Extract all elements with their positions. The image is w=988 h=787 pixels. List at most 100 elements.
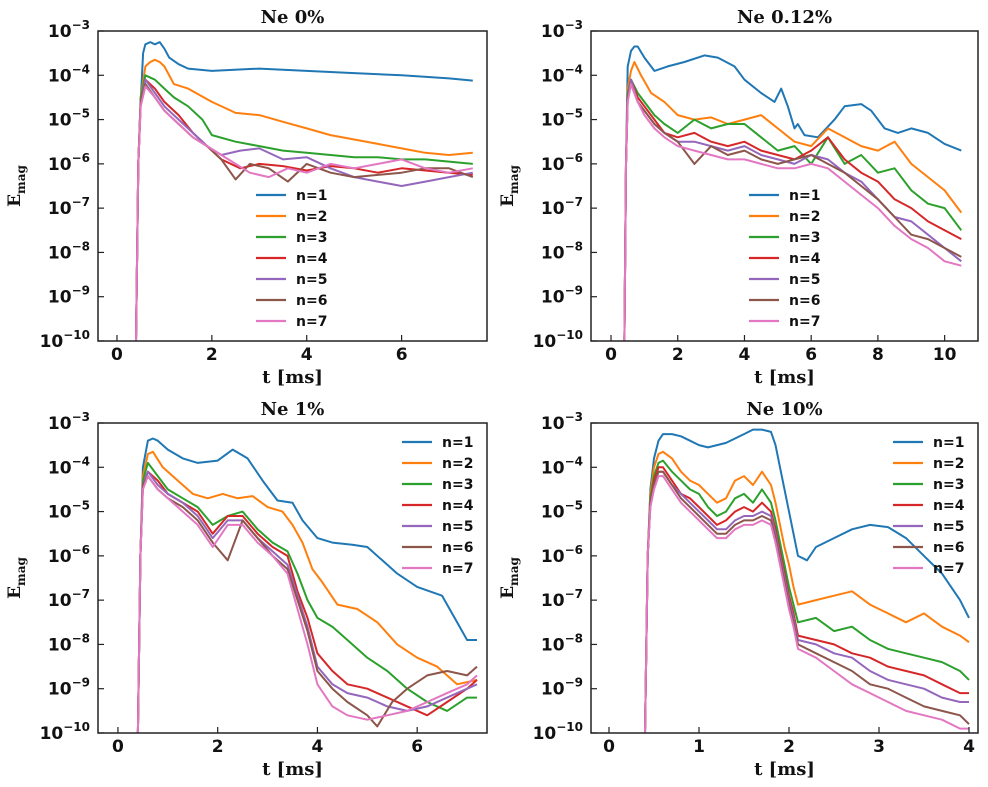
legend-label: n=7: [933, 561, 964, 577]
legend-label: n=4: [442, 498, 474, 514]
x-tick-label: 0: [605, 345, 617, 365]
y-tick-label: 10−5: [541, 107, 583, 131]
series-line-n3: [136, 461, 477, 733]
y-tick-label: 10−4: [541, 62, 583, 86]
y-tick-label: 10−9: [541, 676, 583, 700]
series-line-n1: [623, 45, 962, 341]
legend-label: n=1: [296, 188, 327, 204]
legend-label: n=4: [296, 251, 328, 267]
x-axis-label: t [ms]: [754, 367, 815, 388]
legend-label: n=1: [933, 435, 964, 451]
y-tick-label: 10−4: [541, 454, 583, 478]
series-line-n7: [623, 83, 962, 341]
series-line-n5: [135, 78, 473, 341]
series-line-n4: [644, 466, 969, 733]
x-tick-label: 6: [411, 737, 423, 757]
legend: n=1 n=2 n=3 n=4 n=5 n=6 n=7: [256, 188, 328, 330]
y-tick-label: 10−3: [48, 18, 90, 42]
legend-label: n=7: [442, 561, 473, 577]
series-line-n2: [135, 58, 473, 341]
legend-label: n=4: [933, 498, 965, 514]
y-tick-label: 10−10: [40, 328, 90, 352]
x-tick-label: 2: [783, 737, 795, 757]
x-tick-label: 6: [396, 345, 408, 365]
y-axis-label: Emag: [5, 164, 28, 206]
legend-label: n=3: [442, 477, 473, 493]
series-line-n6: [136, 475, 478, 733]
legend-label: n=1: [442, 435, 473, 451]
plot-frame: [97, 422, 488, 734]
y-tick-label: 10−7: [541, 587, 583, 611]
series-line-n4: [623, 78, 962, 341]
x-tick-label: 2: [206, 345, 218, 365]
series-line-n2: [623, 61, 963, 341]
legend-label: n=1: [789, 188, 820, 204]
x-tick-label: 1: [693, 737, 705, 757]
x-tick-label: 0: [111, 345, 123, 365]
x-tick-label: 0: [112, 737, 124, 757]
x-axis-label: t [ms]: [754, 759, 815, 780]
legend-label: n=5: [933, 519, 964, 535]
x-tick-label: 3: [873, 737, 885, 757]
legend-label: n=2: [442, 456, 473, 472]
y-tick-label: 10−9: [48, 284, 90, 308]
series-line-n4: [136, 470, 478, 733]
legend-label: n=6: [442, 540, 473, 556]
y-tick-label: 10−6: [48, 543, 90, 567]
x-tick-label: 4: [739, 345, 751, 365]
y-tick-label: 10−10: [533, 720, 583, 744]
y-tick-label: 10−7: [48, 587, 90, 611]
series-line-n1: [136, 437, 477, 733]
legend-label: n=5: [296, 272, 327, 288]
y-tick-label: 10−9: [541, 284, 583, 308]
y-tick-label: 10−4: [48, 62, 90, 86]
plot-frame: [590, 30, 979, 342]
legend-label: n=6: [789, 293, 820, 309]
legend-label: n=6: [296, 293, 327, 309]
legend-label: n=6: [933, 540, 964, 556]
y-tick-label: 10−9: [48, 676, 90, 700]
legend-label: n=7: [296, 314, 327, 330]
x-tick-label: 4: [301, 345, 313, 365]
x-axis-label: t [ms]: [262, 367, 323, 388]
y-tick-label: 10−5: [48, 107, 90, 131]
chart-panel-2: 10−10 10−9 10−8 10−7 10−6 10−5 10−4 10−3 0 2 4 6 8 10…: [498, 7, 979, 388]
x-axis-label: t [ms]: [262, 759, 323, 780]
y-tick-label: 10−5: [48, 499, 90, 523]
y-tick-label: 10−10: [533, 328, 583, 352]
series-line-n2: [644, 450, 970, 733]
y-tick-label: 10−6: [541, 151, 583, 175]
y-tick-label: 10−8: [48, 239, 90, 263]
legend-label: n=4: [789, 251, 821, 267]
legend-label: n=2: [296, 209, 327, 225]
chart-panel-4: 10−10 10−9 10−8 10−7 10−6 10−5 10−4 10−3 0 1 2 3 4 Ne…: [498, 399, 979, 780]
y-tick-label: 10−7: [541, 195, 583, 219]
x-tick-label: 2: [672, 345, 684, 365]
legend-label: n=3: [296, 230, 327, 246]
legend: n=1 n=2 n=3 n=4 n=5 n=6 n=7: [893, 435, 965, 577]
legend: n=1 n=2 n=3 n=4 n=5 n=6 n=7: [749, 188, 821, 330]
series-line-n6: [644, 470, 970, 733]
series-line-n3: [135, 74, 473, 341]
series-line-n3: [644, 459, 970, 733]
y-tick-label: 10−8: [48, 631, 90, 655]
legend-label: n=5: [789, 272, 820, 288]
legend-label: n=7: [789, 314, 820, 330]
series-line-n3: [623, 78, 963, 341]
legend-label: n=2: [933, 456, 964, 472]
y-tick-label: 10−6: [48, 151, 90, 175]
y-tick-label: 10−6: [541, 543, 583, 567]
y-axis-label: Emag: [498, 556, 521, 598]
legend: n=1 n=2 n=3 n=4 n=5 n=6 n=7: [402, 435, 474, 577]
x-tick-label: 10: [933, 345, 957, 365]
x-tick-label: 8: [872, 345, 884, 365]
y-tick-label: 10−3: [48, 410, 90, 434]
legend-label: n=2: [789, 209, 820, 225]
plot-frame: [97, 30, 488, 342]
series-line-n7: [136, 475, 478, 733]
series-line-n5: [136, 470, 478, 733]
x-tick-label: 4: [312, 737, 324, 757]
chart-title: Ne 1%: [261, 399, 325, 420]
y-tick-label: 10−8: [541, 239, 583, 263]
